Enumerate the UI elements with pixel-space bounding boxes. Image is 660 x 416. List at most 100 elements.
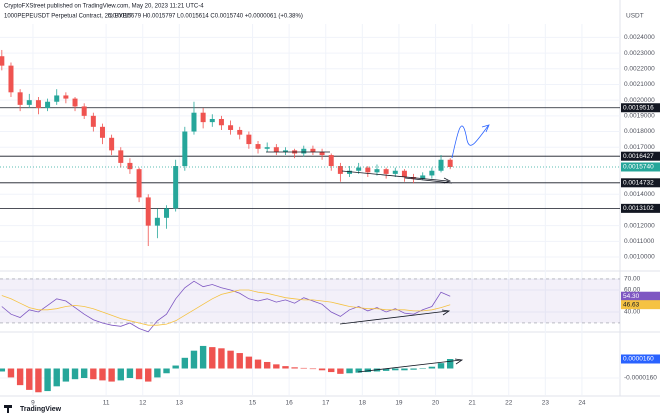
histogram-bar (117, 368, 124, 381)
axis-tag: 0.0016427 (623, 153, 654, 160)
histogram-bar (355, 368, 362, 373)
histogram-bar (126, 368, 134, 379)
candle-body (173, 166, 179, 209)
x-tick-label: 13 (176, 400, 184, 407)
candle-body (337, 166, 343, 174)
x-tick-label: 18 (359, 400, 367, 407)
candle-body (328, 155, 334, 167)
candle-body (429, 170, 435, 176)
publisher: CryptoFXStreet published on TradingView.… (4, 4, 204, 10)
candle-body (301, 148, 307, 154)
candle-body (420, 175, 426, 179)
histogram-bar (392, 368, 399, 371)
axis-tag: 0.0013102 (623, 205, 654, 212)
candle-body (365, 167, 371, 173)
axis-tag-box (621, 203, 660, 213)
histogram-bar (190, 350, 198, 369)
histogram-bar (346, 368, 353, 374)
rsi-divergence-line (339, 310, 449, 325)
y-tick-label: 0.0022000 (624, 66, 655, 73)
rsi-band (0, 278, 620, 323)
candle-body (401, 170, 407, 178)
histogram-bar (291, 367, 298, 369)
candle-body (264, 147, 270, 149)
logo: TradingView (20, 406, 62, 413)
candle-body (136, 169, 142, 198)
histogram-bar (382, 368, 390, 371)
candle-body (447, 159, 453, 167)
candle-body (81, 106, 87, 116)
histogram-bar (236, 353, 243, 369)
candle-body (228, 125, 234, 130)
histogram-bar (26, 368, 33, 390)
candle-body (54, 95, 60, 102)
candle-body (0, 56, 5, 66)
forecast-path (451, 125, 489, 159)
y-tick-label: 0.0012000 (624, 222, 655, 229)
histogram-bar (437, 363, 445, 369)
y-tick-label: 0.0018000 (624, 128, 655, 135)
histogram-bar (410, 368, 417, 370)
axis-tag-box (621, 151, 660, 161)
y-tick-label: 0.0023000 (624, 50, 655, 57)
x-tick-label: 12 (139, 400, 147, 407)
arrow-head (441, 309, 451, 316)
annotations (266, 124, 490, 373)
histogram-bar (263, 361, 271, 369)
candle-body (374, 169, 380, 173)
histogram-bar (90, 368, 97, 380)
plot: 9 11 12 13 15 16 17 18 19 20 21 22 23 240.00100000.00… (0, 24, 657, 407)
candle-body (8, 65, 14, 93)
histogram-bar (7, 368, 15, 378)
axis-tag: 0.0015740 (623, 164, 654, 171)
candle-body (182, 131, 188, 167)
histogram-bar (245, 356, 253, 369)
x-tick-label: 16 (286, 400, 294, 407)
histogram-bar (401, 368, 408, 371)
candle-body (282, 150, 288, 152)
histogram-bar (428, 366, 436, 369)
axis-tag-box (621, 178, 660, 188)
histogram-bar (282, 366, 289, 369)
histogram-bar (44, 368, 51, 392)
y-tick-label: 70.00 (624, 276, 641, 283)
candle-body (118, 150, 124, 163)
histogram-bar (16, 368, 24, 386)
arrow-head (481, 124, 490, 133)
histogram-bar (62, 368, 70, 382)
candle-body (310, 148, 316, 152)
candle-body (99, 126, 105, 138)
symbol: 1000PEPEUSDT Perpetual Contract, 2h, BYB… (4, 14, 132, 20)
candle-body (392, 170, 398, 174)
histogram-bar (218, 348, 225, 369)
histogram-bar (328, 368, 335, 373)
candle-body (200, 112, 206, 123)
macd-divergence-line (357, 359, 462, 373)
x-tick-label: 24 (578, 400, 586, 407)
ohlc: O0.0015679 H0.0015797 L0.0015614 C0.0015… (108, 14, 303, 20)
histogram-bar (254, 359, 262, 369)
candle-body (17, 92, 23, 105)
trend-line (404, 177, 453, 184)
histogram-bar (53, 368, 60, 387)
x-tick-label: 17 (322, 400, 330, 407)
y-tick-label: 0.0014000 (624, 191, 655, 198)
x-tick-label: 19 (395, 400, 403, 407)
y-tick-label: 60.00 (624, 287, 641, 294)
histogram-bar (209, 347, 216, 369)
unit: USDT (626, 13, 644, 20)
candle-body (154, 217, 160, 226)
y-tick-label: 0.0024000 (624, 34, 655, 41)
histogram-bar (273, 364, 280, 369)
histogram-bar (446, 359, 454, 369)
x-tick-label: 9 (31, 400, 35, 407)
axis-tag: 0.0000160 (623, 356, 654, 363)
histogram-bar (227, 350, 234, 369)
x-tick-label: 20 (432, 400, 440, 407)
histogram-bar (71, 368, 79, 380)
candle-body (63, 95, 69, 99)
x-tick-label: 22 (505, 400, 513, 407)
candle-body (383, 169, 389, 174)
axis-tag: 0.0019516 (623, 104, 654, 111)
histogram-bar (419, 368, 426, 370)
